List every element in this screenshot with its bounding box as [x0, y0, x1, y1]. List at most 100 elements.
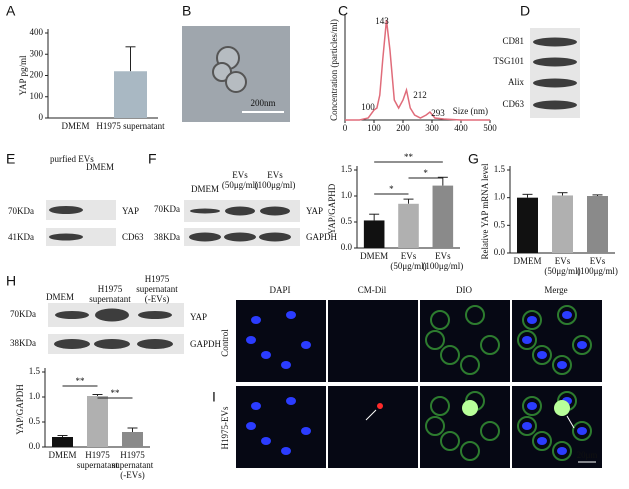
membrane	[440, 431, 460, 451]
lane-label-line: EVs	[232, 170, 248, 180]
significance-label: **	[76, 376, 86, 386]
x-tick-label-line: EVs	[555, 256, 571, 266]
blot-band	[224, 232, 256, 242]
nucleus	[537, 437, 547, 445]
lane-label: H1975 supernatant (-EVs)	[136, 274, 178, 304]
x-tick-label: 100	[367, 123, 381, 133]
nucleus	[246, 422, 256, 430]
fluorescence-image	[420, 386, 510, 468]
nucleus	[577, 341, 587, 349]
membrane	[430, 310, 450, 330]
y-tick-label: 200	[30, 70, 44, 80]
y-axis-label: YAP/GAPHD	[327, 183, 337, 234]
bar	[363, 220, 385, 248]
x-tick-label-line: supernatant	[77, 460, 119, 470]
peak-label: 143	[375, 16, 389, 26]
significance-label: *	[389, 184, 394, 194]
protein-label: CD63	[122, 232, 144, 242]
y-tick-label: 0.5	[341, 216, 353, 226]
panel-label: G	[468, 151, 479, 167]
significance-label: **	[404, 152, 414, 162]
membrane	[532, 345, 552, 365]
row-label: H1975-EVs	[220, 406, 230, 449]
x-tick-label-line: EVs	[401, 251, 417, 261]
lane-label-line: DMEM	[191, 184, 219, 194]
significance-label: **	[111, 388, 121, 398]
lane-label-line: H1975	[145, 274, 170, 284]
bright-cell	[462, 400, 478, 416]
panel-label: D	[520, 3, 530, 19]
x-tick-label: 0	[343, 123, 348, 133]
membrane	[572, 421, 592, 441]
panel-label: I	[212, 389, 216, 405]
column-label: DIO	[456, 285, 472, 295]
x-tick-label-line: H1975	[85, 450, 110, 460]
x-axis-label: Size (nm)	[453, 106, 488, 116]
y-tick-label: 0.0	[29, 441, 41, 451]
x-tick-label-line: supernatant	[112, 460, 154, 470]
membrane	[430, 396, 450, 416]
marker-label: 70KDa	[154, 204, 180, 214]
membrane	[480, 421, 500, 441]
y-tick-label: 0.0	[341, 242, 353, 252]
scale-label: 20μm	[577, 450, 598, 460]
x-tick-label: DMEM	[61, 121, 89, 131]
x-tick-label-line: EVs	[590, 256, 606, 266]
y-tick-label: 1.0	[341, 190, 353, 200]
membrane	[557, 305, 577, 325]
x-tick-label-line: EVs	[435, 251, 451, 261]
membrane	[460, 441, 480, 461]
blot-band	[137, 339, 173, 349]
data-line	[345, 19, 490, 121]
blot-band	[55, 311, 89, 319]
nucleus	[301, 341, 311, 349]
column-label: CM-Dil	[358, 285, 387, 295]
protein-label: CD81	[502, 36, 524, 46]
dil-spot	[377, 403, 383, 409]
y-axis-label: YAP/GAPDH	[15, 384, 25, 435]
nucleus	[557, 361, 567, 369]
y-tick-label: 100	[30, 91, 44, 101]
lane-label-line: (-EVs)	[145, 294, 170, 304]
marker-label: 70KDa	[8, 206, 34, 216]
membrane	[522, 310, 542, 330]
blot-band	[225, 206, 255, 216]
column-label: Merge	[544, 285, 567, 295]
peak-label: 100	[361, 102, 375, 112]
x-tick-label-line: H1975 supernatant	[96, 121, 165, 131]
lane-label: purfied EVs	[50, 154, 94, 164]
protein-label: YAP	[190, 312, 207, 322]
peak-label: 212	[413, 90, 427, 100]
bar	[87, 396, 108, 447]
x-tick-label: H1975 supernatant	[96, 121, 165, 131]
arrow	[365, 409, 377, 421]
significance-label: *	[423, 168, 428, 178]
blot-band	[54, 339, 90, 349]
blot-band	[533, 78, 577, 88]
peak-label: 293	[431, 108, 445, 118]
nucleus	[286, 397, 296, 405]
lane-label-line: EVs	[267, 170, 283, 180]
blot-band	[533, 100, 577, 110]
blot-band	[138, 311, 172, 319]
x-tick-label-line: DMEM	[360, 251, 388, 261]
bright-cell	[554, 400, 570, 416]
panel-label: F	[148, 151, 157, 167]
x-tick-label: EVs (100μg/ml)	[422, 251, 463, 271]
y-tick-label: 0.5	[29, 416, 41, 426]
protein-label: YAP	[306, 206, 323, 216]
y-tick-label: 1.0	[29, 391, 41, 401]
bar	[552, 195, 573, 253]
x-tick-label: EVs (50μg/ml)	[390, 251, 426, 271]
fluorescence-image	[420, 300, 510, 382]
row-label: Control	[220, 329, 230, 357]
nucleus	[261, 351, 271, 359]
x-tick-label: 300	[425, 123, 439, 133]
marker-label: 38KDa	[154, 232, 180, 242]
nucleus	[577, 427, 587, 435]
lane-label: H1975 supernatant	[89, 284, 131, 304]
x-tick-label-line: DMEM	[61, 121, 89, 131]
y-tick-label: 1.5	[341, 164, 353, 174]
blot-band	[259, 232, 291, 242]
